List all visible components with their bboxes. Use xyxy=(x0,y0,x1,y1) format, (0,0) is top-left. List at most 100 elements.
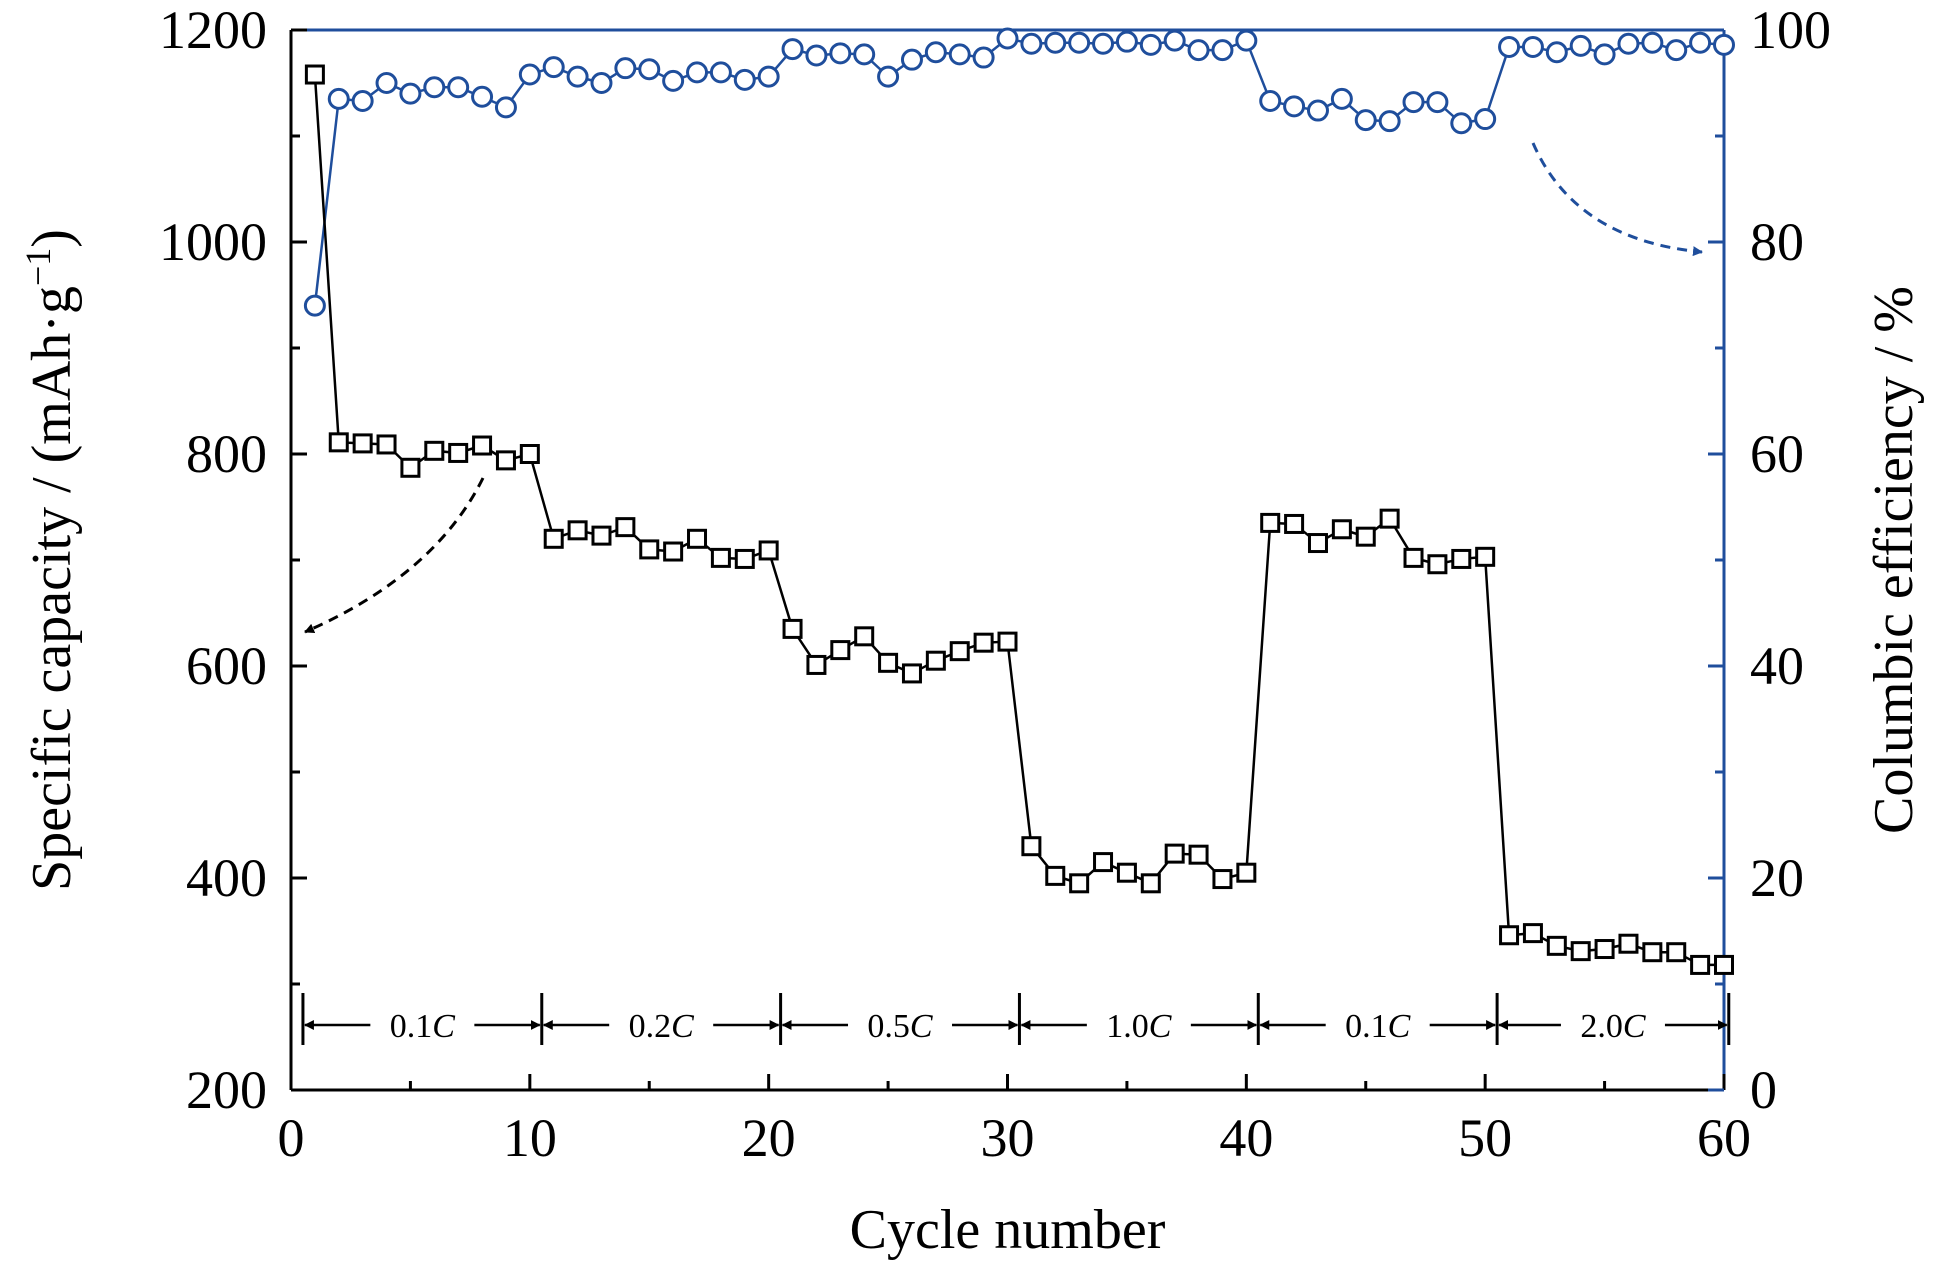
capacity-point xyxy=(400,457,421,478)
efficiency-point xyxy=(327,87,350,110)
x-axis-title: Cycle number xyxy=(850,1199,1166,1261)
efficiency-point xyxy=(709,61,732,84)
capacity-point xyxy=(352,433,373,454)
efficiency-point xyxy=(423,76,446,99)
capacity-point xyxy=(1260,512,1281,533)
rate-value: 0.5 xyxy=(867,1008,910,1045)
efficiency-point xyxy=(518,63,541,86)
efficiency-point xyxy=(447,76,470,99)
rate-label: 0.5C xyxy=(867,1008,933,1045)
capacity-point xyxy=(1690,954,1711,975)
y2-tick-label: 0 xyxy=(1750,1060,1777,1120)
rate-value: 2.0 xyxy=(1580,1008,1623,1045)
capacity-point xyxy=(830,640,851,661)
capacity-point xyxy=(1499,925,1520,946)
capacity-point xyxy=(734,548,755,569)
capacity-point xyxy=(1236,862,1257,883)
efficiency-point xyxy=(805,44,828,67)
efficiency-point xyxy=(1641,31,1664,54)
efficiency-point xyxy=(1593,43,1616,66)
capacity-point xyxy=(1331,519,1352,540)
y-tick-label: 1000 xyxy=(159,212,267,272)
efficiency-point xyxy=(1354,109,1377,132)
capacity-point xyxy=(448,442,469,463)
capacity-point xyxy=(1618,933,1639,954)
efficiency-point xyxy=(877,65,900,88)
efficiency-point xyxy=(375,72,398,94)
y-axis-title-close: ) xyxy=(21,229,83,248)
efficiency-point xyxy=(1092,32,1115,55)
efficiency-point xyxy=(1330,87,1353,110)
rate-value: 1.0 xyxy=(1106,1008,1149,1045)
efficiency-point xyxy=(1211,39,1234,62)
capacity-point xyxy=(1069,873,1090,894)
capacity-line xyxy=(313,74,1724,967)
capacity-point xyxy=(806,654,827,675)
y2-tick-label: 80 xyxy=(1750,212,1804,272)
y-tick-label: 600 xyxy=(186,636,267,696)
x-tick-label: 60 xyxy=(1697,1108,1751,1168)
efficiency-series xyxy=(303,27,1735,317)
efficiency-point xyxy=(900,48,923,71)
capacity-point xyxy=(758,540,779,561)
capacity-point xyxy=(1140,873,1161,894)
efficiency-point xyxy=(1426,91,1449,114)
x-tick-label: 30 xyxy=(981,1108,1035,1168)
capacity-point xyxy=(1116,862,1137,883)
efficiency-point xyxy=(494,96,517,119)
efficiency-point xyxy=(1235,29,1258,52)
y-tick-label: 200 xyxy=(186,1060,267,1120)
y2-tick-label: 60 xyxy=(1750,424,1804,484)
x-tick-label: 50 xyxy=(1458,1108,1512,1168)
capacity-point xyxy=(304,64,325,85)
efficiency-point xyxy=(1569,34,1592,57)
efficiency-point xyxy=(948,43,971,66)
efficiency-point xyxy=(399,82,422,105)
rate-label: 0.1C xyxy=(1345,1008,1411,1045)
efficiency-point xyxy=(972,46,995,69)
y2-tick-label: 40 xyxy=(1750,636,1804,696)
efficiency-point xyxy=(1163,29,1186,52)
rate-value: 0.2 xyxy=(629,1008,672,1045)
efficiency-point xyxy=(1689,31,1712,54)
efficiency-point xyxy=(303,294,326,317)
capacity-point xyxy=(1451,548,1472,569)
efficiency-point xyxy=(781,38,804,61)
capacity-point xyxy=(472,435,493,456)
capacity-point xyxy=(1475,546,1496,567)
x-tick-label: 0 xyxy=(278,1108,305,1168)
capacity-point xyxy=(854,626,875,647)
y-tick-label: 400 xyxy=(186,848,267,908)
capacity-point xyxy=(495,450,516,471)
y2-tick-label: 100 xyxy=(1750,0,1831,60)
y-tick-label: 1200 xyxy=(159,0,267,60)
capacity-point xyxy=(901,663,922,684)
efficiency-point xyxy=(1474,108,1497,131)
efficiency-point xyxy=(1521,35,1544,58)
capacity-point xyxy=(663,541,684,562)
capacity-point xyxy=(1714,954,1734,975)
y-axis-title-superscript: −1 xyxy=(18,248,58,286)
capacity-axis-pointer xyxy=(304,477,485,634)
rate-unit: C xyxy=(671,1008,694,1045)
capacity-point xyxy=(1021,836,1042,857)
capacity-point xyxy=(997,631,1018,652)
rate-value: 0.1 xyxy=(1345,1008,1388,1045)
efficiency-point xyxy=(1498,35,1521,58)
efficiency-point xyxy=(471,85,494,108)
capacity-point xyxy=(782,618,803,639)
axis-pointer-arrows xyxy=(304,142,1703,634)
capacity-point xyxy=(1045,865,1066,886)
efficiency-point xyxy=(1617,32,1640,55)
rate-label: 1.0C xyxy=(1106,1008,1172,1045)
capacity-point xyxy=(543,528,564,549)
efficiency-point xyxy=(542,56,565,79)
rate-unit: C xyxy=(1149,1008,1172,1045)
x-tick-label: 10 xyxy=(503,1108,557,1168)
efficiency-point xyxy=(1450,112,1473,135)
capacity-point xyxy=(591,525,612,546)
capacity-point xyxy=(1427,554,1448,575)
efficiency-point xyxy=(1665,39,1688,62)
efficiency-point xyxy=(351,90,374,113)
capacity-point xyxy=(710,547,731,568)
